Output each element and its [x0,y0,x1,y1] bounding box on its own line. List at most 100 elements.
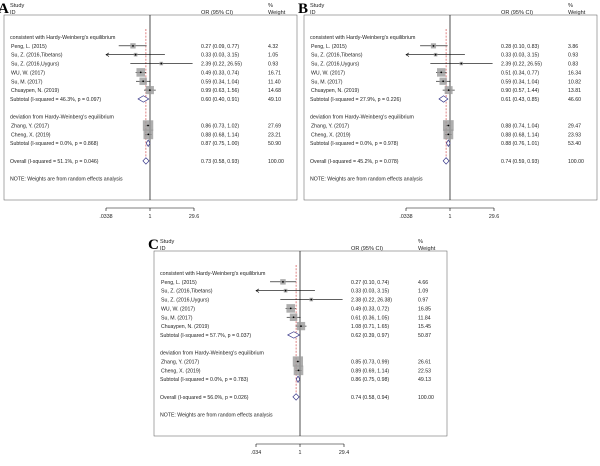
subtotal-weight: 50.87 [418,333,431,339]
overall-label: Overall (I-squared = 51.1%, p = 0.046) [10,159,99,165]
point-estimate [284,289,287,292]
study-label: Su, Z. (2016,Uygurs) [311,62,359,68]
study-weight: 3.86 [568,44,578,50]
panel-label: A [0,1,9,17]
study-weight: 16.34 [568,70,581,76]
point-estimate [432,44,435,47]
study-ci: 0.59 (0.34, 1.04) [501,79,539,85]
study-weight: 23.21 [268,132,281,138]
study-label: Su, M. (2017) [311,79,343,85]
point-estimate [297,369,300,372]
header-id: ID [160,246,166,252]
study-label: Su, Z. (2016,Tibetans) [161,289,213,295]
study-weight: 13.81 [568,88,581,94]
section-label: consistent with Hardy-Weinberg's equilib… [160,271,266,277]
study-weight: 10.82 [568,79,581,85]
study-ci: 0.27 (0.10, 0.74) [351,280,389,286]
header-study: Study [160,239,175,245]
overall-label: Overall (I-squared = 45.2%, p = 0.078) [310,159,399,165]
study-ci: 0.49 (0.33, 0.72) [351,306,389,312]
header-weight: Weight [268,10,286,16]
study-label: Chuaypen, N. (2019) [161,324,209,330]
study-ci: 0.59 (0.34, 1.04) [201,79,239,85]
ci-arrow-left [405,52,410,57]
study-ci: 0.28 (0.10, 0.83) [501,44,539,50]
study-weight: 4.66 [418,280,428,286]
header-pct: % [568,3,573,9]
study-weight: 11.40 [268,79,281,85]
study-ci: 0.51 (0.34, 0.77) [501,70,539,76]
point-estimate [160,62,163,65]
header-pct: % [268,3,273,9]
study-label: Su, M. (2017) [161,315,193,321]
x-tick-label: 29.6 [189,214,199,220]
study-ci: 0.86 (0.73, 1.02) [201,124,239,130]
study-ci: 0.88 (0.68, 1.14) [201,132,239,138]
x-tick-label: 1 [449,214,452,220]
study-ci: 0.85 (0.73, 0.99) [351,360,389,366]
subtotal-weight: 49.13 [418,377,431,383]
section-label: deviation from Hardy-Weinberg's equilibr… [160,351,265,357]
study-label: Peng, L. (2015) [311,44,347,50]
subtotal-ci: 0.62 (0.39, 0.97) [351,333,389,339]
subtotal-diamond [287,331,301,339]
study-weight: 4.32 [268,44,278,50]
x-tick-label: 29.6 [489,214,499,220]
study-label: Su, M. (2017) [11,79,43,85]
point-estimate [147,133,150,136]
study-label: Zhang, Y. (2017) [11,124,49,130]
point-estimate [310,298,313,301]
study-weight: 11.84 [418,315,431,321]
subtotal-label: Subtotal (I-squared = 0.0%, p = 0.978) [310,141,399,147]
point-estimate [289,307,292,310]
study-label: Peng, L. (2015) [11,44,47,50]
subtotal-label: Subtotal (I-squared = 0.0%, p = 0.783) [160,377,249,383]
study-label: Zhang, Y. (2017) [161,360,199,366]
note-text: NOTE: Weights are from random effects an… [10,177,123,183]
point-estimate [148,89,151,91]
overall-weight: 100.00 [268,159,284,165]
study-ci: 0.90 (0.57, 1.44) [501,88,539,94]
subtotal-diamond [137,95,150,103]
x-tick-label: 1 [149,214,152,220]
header-weight: Weight [418,246,436,252]
subtotal-weight: 49.10 [268,97,281,103]
header-or: OR (95% CI) [201,10,233,16]
note-text: NOTE: Weights are from random effects an… [160,413,273,419]
header-or: OR (95% CI) [501,10,533,16]
subtotal-weight: 53.40 [568,141,581,147]
header-or: OR (95% CI) [351,246,383,252]
overall-ci: 0.73 (0.58, 0.93) [201,159,239,165]
subtotal-label: Subtotal (I-squared = 0.0%, p = 0.868) [10,141,99,147]
x-tick-label: .0338 [99,214,112,220]
study-weight: 15.45 [418,324,431,330]
study-label: Zhang, Y. (2017) [311,124,349,130]
point-estimate [300,325,302,327]
subtotal-diamond [446,139,451,148]
overall-ci: 0.74 (0.59, 0.93) [501,159,539,165]
study-ci: 0.61 (0.36, 1.05) [351,315,389,321]
study-weight: 0.83 [568,62,578,68]
study-weight: 22.53 [418,368,431,374]
study-label: Cheng, X. (2019) [161,368,201,374]
overall-diamond [442,157,450,165]
study-ci: 0.99 (0.63, 1.56) [201,88,239,94]
point-estimate [132,44,134,47]
header-id: ID [10,10,16,16]
forest-plot-c: C Study ID OR (95% CI)% Weight consistent wit… [148,236,450,462]
study-ci: 1.08 (0.71, 1.65) [351,324,389,330]
subtotal-diamond [295,375,301,384]
x-tick-label: 1 [299,450,302,456]
panel-label: B [298,1,308,17]
point-estimate [139,71,142,74]
plot-frame [3,14,298,201]
note-text: NOTE: Weights are from random effects an… [310,177,423,183]
header-pct: % [418,239,423,245]
overall-ci: 0.74 (0.58, 0.94) [351,395,389,401]
study-weight: 16.71 [268,70,281,76]
study-label: Su, Z. (2016,Uygurs) [11,62,59,68]
study-label: Chuaypen, N. (2019) [311,88,359,94]
